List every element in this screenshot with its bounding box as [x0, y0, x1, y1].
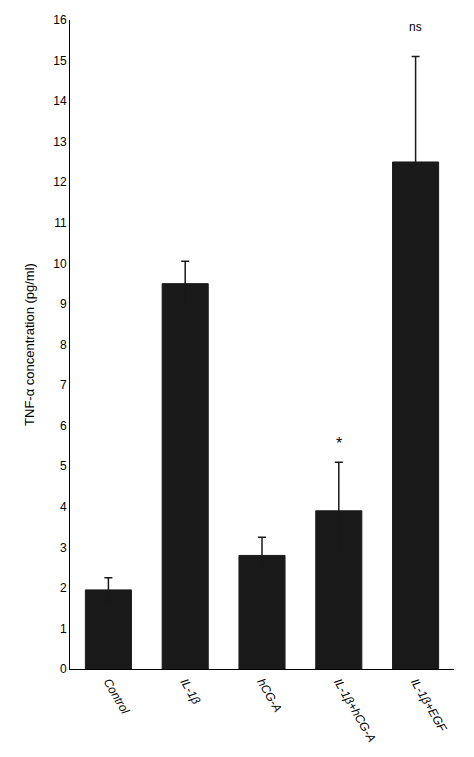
svg-text:IL-1β+hCG-A: IL-1β+hCG-A	[331, 676, 379, 745]
svg-text:9: 9	[60, 297, 67, 311]
svg-text:5: 5	[60, 459, 67, 473]
svg-text:8: 8	[60, 338, 67, 352]
svg-text:14: 14	[53, 94, 67, 108]
svg-text:*: *	[336, 435, 342, 452]
svg-text:12: 12	[53, 175, 67, 189]
svg-text:2: 2	[60, 581, 67, 595]
svg-text:4: 4	[60, 500, 67, 514]
svg-text:15: 15	[53, 54, 67, 68]
svg-text:3: 3	[60, 541, 67, 555]
svg-text:7: 7	[60, 378, 67, 392]
svg-text:16: 16	[53, 13, 67, 27]
svg-text:IL-1β: IL-1β	[177, 676, 203, 707]
svg-text:10: 10	[53, 257, 67, 271]
svg-text:11: 11	[54, 216, 67, 230]
svg-text:hCG-A: hCG-A	[254, 676, 284, 715]
svg-text:IL-1β+EGF: IL-1β+EGF	[408, 676, 450, 735]
svg-text:ns: ns	[409, 20, 422, 34]
svg-text:0: 0	[60, 662, 67, 676]
svg-text:Control: Control	[101, 676, 133, 717]
svg-text:13: 13	[53, 135, 67, 149]
svg-text:TNF-α concentration (pg/ml): TNF-α concentration (pg/ml)	[22, 263, 37, 426]
svg-text:6: 6	[60, 419, 67, 433]
svg-text:1: 1	[60, 622, 67, 636]
